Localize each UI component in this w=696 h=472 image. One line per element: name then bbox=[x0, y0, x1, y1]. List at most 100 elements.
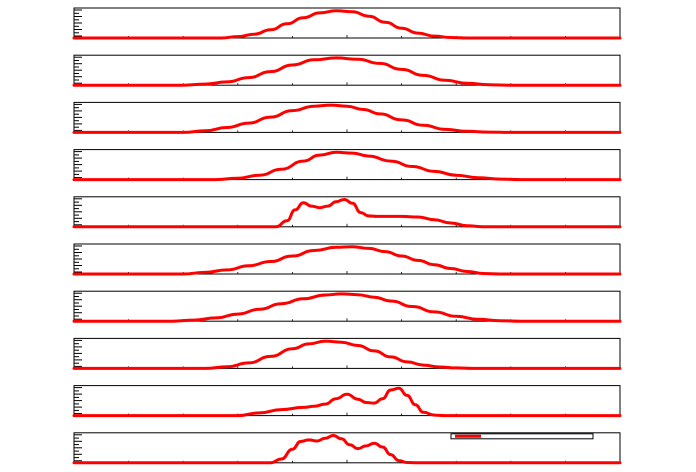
curve-point bbox=[204, 368, 205, 369]
curve-point bbox=[423, 365, 424, 366]
curve-point bbox=[374, 297, 375, 298]
curve-point bbox=[336, 10, 337, 11]
curve-point bbox=[467, 131, 468, 132]
curve-point bbox=[73, 462, 74, 463]
curve-point bbox=[221, 37, 222, 38]
curve-point bbox=[295, 209, 296, 210]
curve-point bbox=[619, 37, 620, 38]
curve-point bbox=[308, 343, 309, 344]
curve-point bbox=[434, 415, 435, 416]
curve-point bbox=[619, 321, 620, 322]
curve-point bbox=[401, 255, 402, 256]
curve-point bbox=[194, 320, 195, 321]
curve-point bbox=[248, 123, 249, 124]
curve-point bbox=[488, 84, 489, 85]
curve-point bbox=[314, 406, 315, 407]
curve-point bbox=[499, 273, 500, 274]
curve-point bbox=[398, 388, 399, 389]
curve-point bbox=[352, 203, 353, 204]
curve-point bbox=[423, 125, 424, 126]
curve-point bbox=[385, 22, 386, 23]
curve-point bbox=[385, 216, 386, 217]
histogram-panel-2 bbox=[73, 55, 620, 86]
curve-point bbox=[281, 458, 282, 459]
curve-point bbox=[499, 320, 500, 321]
curve-point bbox=[259, 412, 260, 413]
curve-point bbox=[357, 399, 358, 400]
curve-point bbox=[472, 368, 473, 369]
curve-point bbox=[292, 348, 293, 349]
curve-point bbox=[352, 11, 353, 12]
curve-point bbox=[286, 23, 287, 24]
curve-point bbox=[319, 155, 320, 156]
curve-point bbox=[407, 462, 408, 463]
curve-point bbox=[456, 175, 457, 176]
curve-point bbox=[412, 306, 413, 307]
curve-point bbox=[467, 83, 468, 84]
curve-point bbox=[450, 268, 451, 269]
curve-point bbox=[619, 179, 620, 180]
curve-point bbox=[183, 85, 184, 86]
curve-point bbox=[248, 265, 249, 266]
curve-point bbox=[300, 441, 301, 442]
curve-point bbox=[450, 37, 451, 38]
curve-point bbox=[619, 85, 620, 86]
curve-point bbox=[319, 12, 320, 13]
curve-point bbox=[401, 119, 402, 120]
curve-point bbox=[456, 316, 457, 317]
curve-point bbox=[308, 439, 309, 440]
curve-point bbox=[215, 317, 216, 318]
curve-point bbox=[488, 368, 489, 369]
curve-point bbox=[281, 409, 282, 410]
curve-point bbox=[385, 251, 386, 252]
curve-point bbox=[423, 412, 424, 413]
curve-point bbox=[415, 404, 416, 405]
curve-point bbox=[619, 462, 620, 463]
curve-point bbox=[376, 216, 377, 217]
curve-point bbox=[445, 415, 446, 416]
curve-point bbox=[73, 132, 74, 133]
curve-point bbox=[366, 445, 367, 446]
curve-point bbox=[275, 226, 276, 227]
curve-point bbox=[325, 404, 326, 405]
curve-point bbox=[330, 105, 331, 106]
curve-point bbox=[363, 109, 364, 110]
curve-point bbox=[434, 171, 435, 172]
curve-point bbox=[237, 178, 238, 179]
curve-point bbox=[237, 415, 238, 416]
curve-point bbox=[73, 368, 74, 369]
curve-point bbox=[336, 57, 337, 58]
curve-point bbox=[401, 216, 402, 217]
curve-point bbox=[382, 446, 383, 447]
curve-point bbox=[390, 389, 391, 390]
histogram-panel-10 bbox=[73, 433, 620, 464]
curve-point bbox=[619, 226, 620, 227]
curve-point bbox=[360, 212, 361, 213]
curve-point bbox=[226, 366, 227, 367]
curve-point bbox=[336, 201, 337, 202]
curve-point bbox=[303, 407, 304, 408]
curve-point bbox=[483, 37, 484, 38]
curve-point bbox=[379, 113, 380, 114]
curve-point bbox=[270, 356, 271, 357]
curve-point bbox=[270, 462, 271, 463]
curve-point bbox=[327, 206, 328, 207]
curve-point bbox=[368, 215, 369, 216]
curve-point bbox=[619, 415, 620, 416]
curve-point bbox=[417, 33, 418, 34]
curve-point bbox=[477, 319, 478, 320]
curve-point bbox=[374, 443, 375, 444]
curve-point bbox=[341, 293, 342, 294]
curve-point bbox=[488, 132, 489, 133]
curve-point bbox=[248, 77, 249, 78]
histogram-panel-5 bbox=[73, 197, 620, 228]
curve-point bbox=[445, 129, 446, 130]
curve-point bbox=[401, 69, 402, 70]
curve-point bbox=[439, 366, 440, 367]
curve-point bbox=[292, 255, 293, 256]
curve-point bbox=[292, 110, 293, 111]
curve-point bbox=[357, 294, 358, 295]
curve-point bbox=[303, 298, 304, 299]
curve-point bbox=[336, 247, 337, 248]
